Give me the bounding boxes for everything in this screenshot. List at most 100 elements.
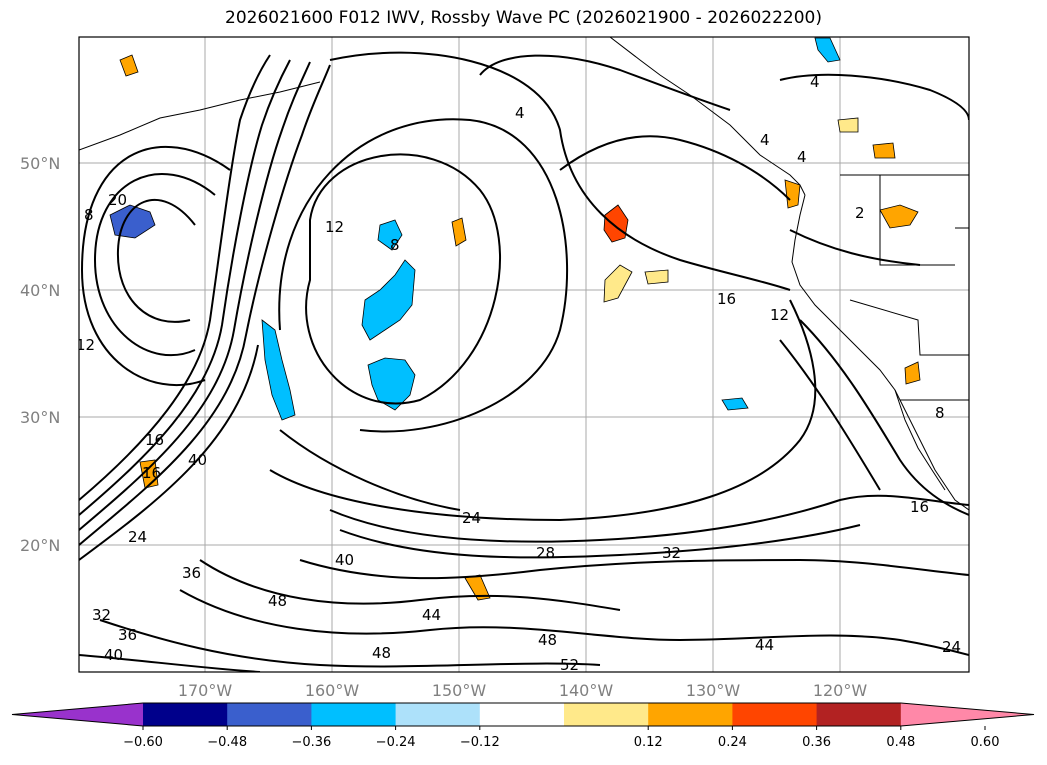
contour-line bbox=[559, 135, 791, 201]
state-border bbox=[879, 175, 955, 266]
contour-line bbox=[199, 559, 621, 611]
colorbar-tick-label: −0.12 bbox=[460, 735, 500, 750]
contour-label: 4 bbox=[797, 148, 807, 166]
contour-label: 24 bbox=[942, 638, 961, 656]
positive-anomaly-patch bbox=[119, 54, 139, 77]
colorbar-tick-label: 0.24 bbox=[718, 735, 747, 750]
iwv-contours bbox=[79, 51, 969, 672]
contour-line bbox=[80, 146, 231, 386]
contour-label: 16 bbox=[145, 431, 164, 449]
contour-line bbox=[329, 51, 791, 291]
contour-line bbox=[278, 118, 569, 433]
contour-label: 24 bbox=[462, 509, 481, 527]
latitude-labels: 50°N 40°N 30°N 20°N bbox=[20, 154, 60, 555]
contour-label: 4 bbox=[760, 131, 770, 149]
lat-label: 40°N bbox=[20, 281, 60, 300]
negative-anomaly-patch bbox=[261, 319, 296, 421]
colorbar-segment bbox=[648, 703, 733, 726]
colorbar-segment bbox=[227, 703, 312, 726]
contour-line bbox=[79, 59, 291, 516]
colorbar-tick-label: 0.60 bbox=[971, 735, 1000, 750]
state-border bbox=[849, 299, 969, 356]
aleutian-islands bbox=[79, 81, 321, 151]
colorbar-extend-max bbox=[900, 703, 1034, 726]
baja-peninsula bbox=[894, 389, 946, 491]
contour-line bbox=[79, 654, 261, 672]
contour-line bbox=[179, 589, 969, 656]
contour-label: 4 bbox=[810, 73, 820, 91]
contour-line bbox=[779, 73, 969, 121]
negative-anomaly-patch bbox=[721, 397, 749, 411]
plot-frame bbox=[78, 36, 970, 673]
lat-label: 30°N bbox=[20, 408, 60, 427]
colorbar-segment bbox=[143, 703, 228, 726]
contour-line bbox=[479, 54, 731, 111]
contour-label: 8 bbox=[390, 236, 400, 254]
lat-label: 20°N bbox=[20, 536, 60, 555]
lon-label: 160°W bbox=[305, 681, 360, 700]
lon-label: 140°W bbox=[559, 681, 614, 700]
colorbar-tick-label: 0.36 bbox=[802, 735, 831, 750]
colorbar-tick-label: −0.48 bbox=[207, 735, 247, 750]
contour-label: 12 bbox=[770, 306, 789, 324]
lon-label: 120°W bbox=[813, 681, 868, 700]
positive-anomaly-patch bbox=[837, 117, 859, 133]
contour-label: 32 bbox=[662, 544, 681, 562]
positive-anomaly-patch bbox=[603, 264, 633, 303]
negative-anomaly-patch bbox=[367, 357, 416, 411]
positive-anomaly-patch bbox=[784, 179, 801, 209]
plot-area bbox=[79, 37, 969, 672]
contour-label: 40 bbox=[188, 451, 207, 469]
contour-label: 12 bbox=[76, 336, 95, 354]
colorbar-segment bbox=[564, 703, 649, 726]
contour-label: 4 bbox=[515, 104, 525, 122]
alaska-coastline bbox=[609, 37, 806, 196]
contour-label: 36 bbox=[182, 564, 201, 582]
map-title: 2026021600 F012 IWV, Rossby Wave PC (202… bbox=[225, 8, 822, 28]
negative-anomaly-patch bbox=[361, 259, 416, 341]
colorbar: −0.60 −0.48 −0.36 −0.24 −0.12 0.12 0.24 0.36 0.4… bbox=[11, 702, 1035, 750]
contour-line bbox=[116, 198, 196, 323]
contour-line bbox=[279, 429, 461, 511]
contour-label: 24 bbox=[128, 528, 147, 546]
contour-label: 44 bbox=[755, 636, 774, 654]
lon-label: 170°W bbox=[178, 681, 233, 700]
lon-label: 150°W bbox=[432, 681, 487, 700]
contour-line bbox=[79, 64, 331, 546]
contour-line bbox=[93, 173, 216, 356]
contour-line bbox=[99, 619, 601, 668]
contour-labels: 8 20 12 8 4 4 4 4 2 16 12 12 16 40 16 16… bbox=[76, 73, 961, 674]
positive-anomaly-patch bbox=[451, 217, 467, 247]
positive-anomaly-patch bbox=[879, 204, 919, 229]
contour-label: 2 bbox=[855, 204, 865, 222]
lon-label: 130°W bbox=[686, 681, 741, 700]
contour-label: 16 bbox=[717, 290, 736, 308]
positive-anomaly-patch bbox=[644, 269, 669, 285]
contour-line bbox=[339, 524, 861, 559]
contour-label: 12 bbox=[325, 218, 344, 236]
colorbar-tick-label: 0.48 bbox=[886, 735, 915, 750]
colorbar-extend-min bbox=[12, 703, 143, 726]
positive-anomaly-patch bbox=[904, 361, 921, 385]
north-america-coastline bbox=[791, 194, 969, 511]
colorbar-segment bbox=[816, 703, 902, 726]
colorbar-segment bbox=[311, 703, 397, 726]
contour-label: 48 bbox=[372, 644, 391, 662]
negative-anomaly-patch bbox=[814, 37, 841, 63]
contour-label: 16 bbox=[142, 464, 161, 482]
colorbar-tick-label: −0.60 bbox=[123, 735, 163, 750]
contour-label: 32 bbox=[92, 606, 111, 624]
contour-label: 28 bbox=[536, 544, 555, 562]
contour-line bbox=[79, 344, 259, 561]
colorbar-tick-label: 0.12 bbox=[634, 735, 663, 750]
gridlines bbox=[79, 37, 969, 672]
positive-anomaly-patch bbox=[872, 142, 896, 159]
contour-label: 40 bbox=[335, 551, 354, 569]
colorbar-tick-label: −0.24 bbox=[376, 735, 416, 750]
coastlines bbox=[79, 37, 969, 511]
contour-line bbox=[79, 54, 271, 501]
lat-label: 50°N bbox=[20, 154, 60, 173]
contour-label: 48 bbox=[538, 631, 557, 649]
contour-label: 52 bbox=[560, 656, 579, 674]
